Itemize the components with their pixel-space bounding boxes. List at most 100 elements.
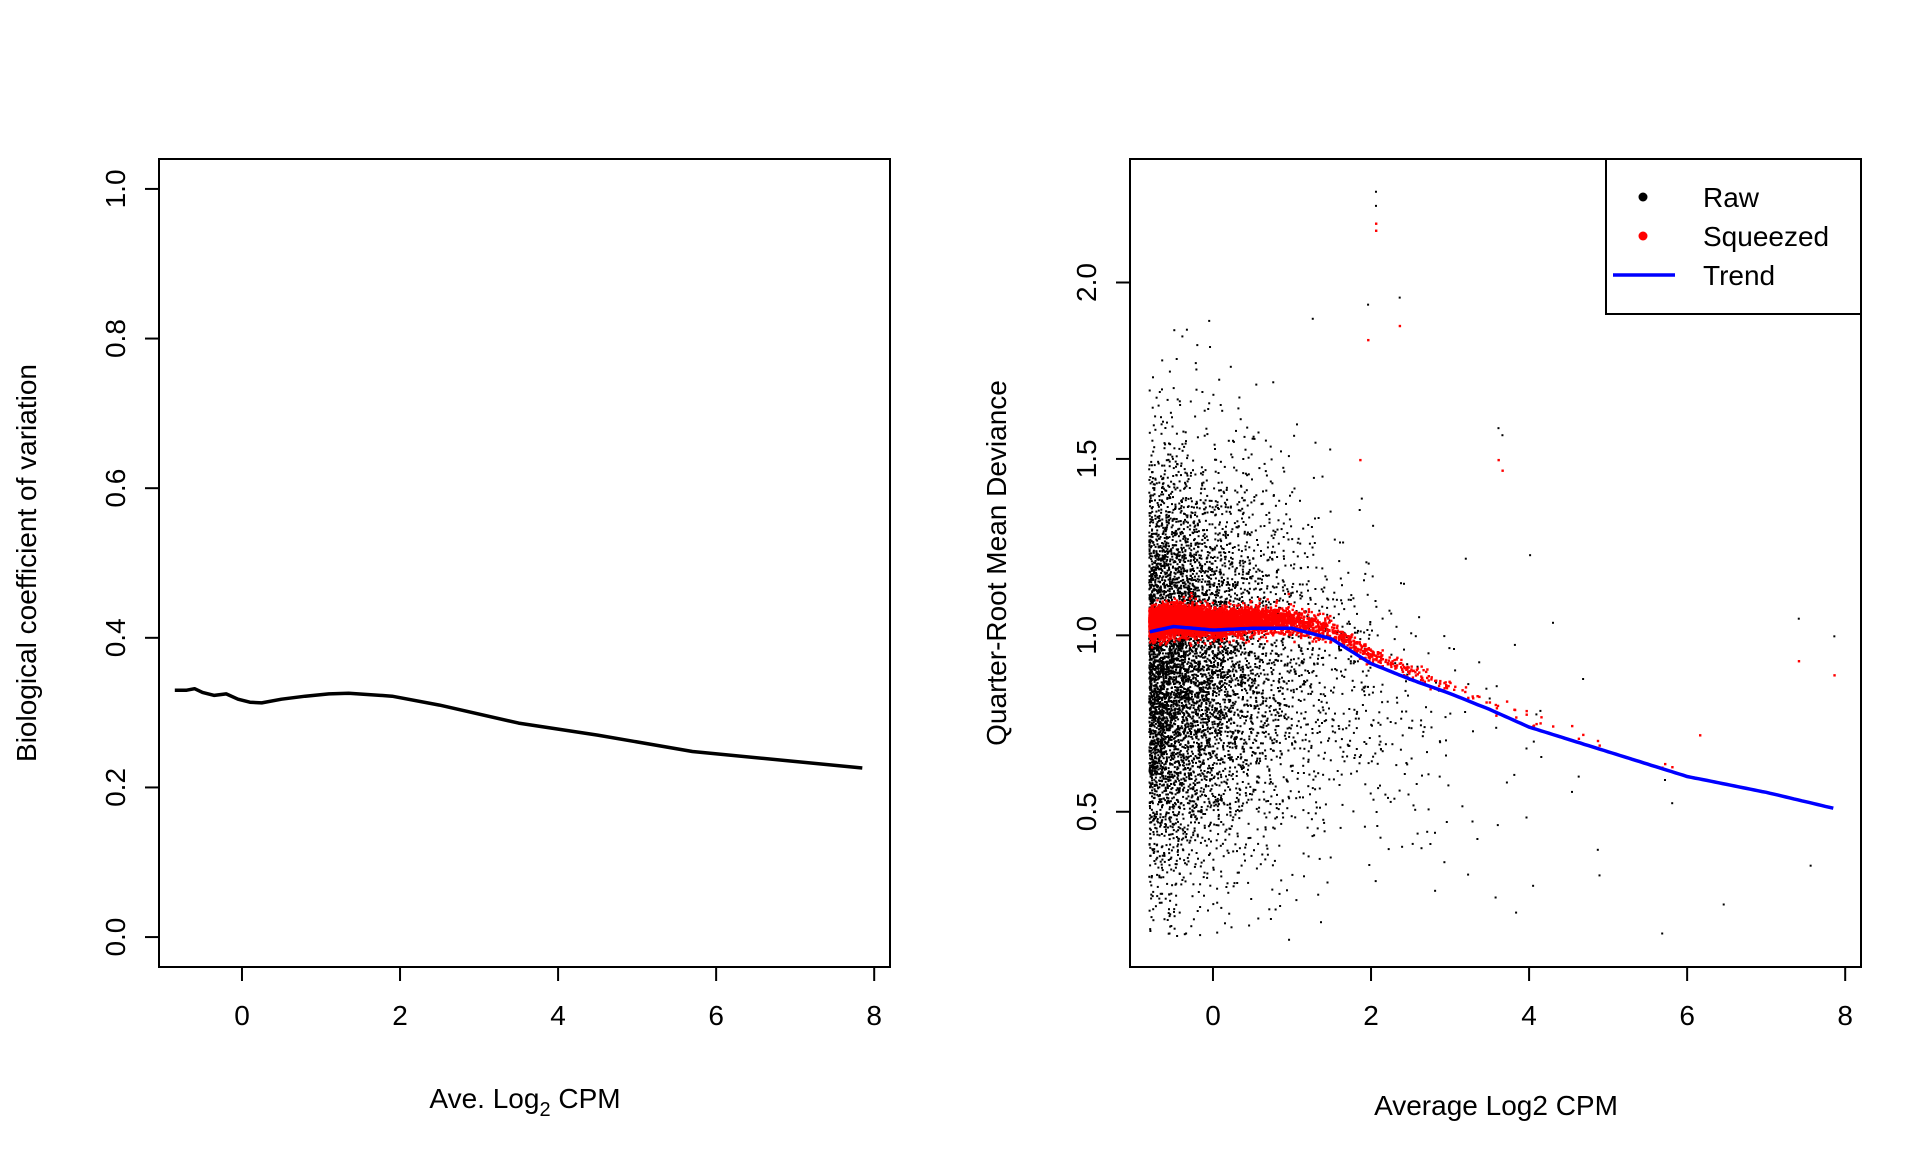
raw-point [1192, 591, 1194, 593]
raw-point [1296, 541, 1299, 544]
raw-point [1196, 798, 1199, 801]
raw-point [1224, 535, 1227, 537]
raw-point [1173, 596, 1176, 599]
raw-point [1204, 709, 1207, 712]
raw-point [1163, 583, 1166, 586]
raw-point [1361, 688, 1364, 691]
raw-point [1279, 756, 1282, 759]
raw-point [1201, 736, 1204, 739]
raw-point [1148, 749, 1151, 752]
raw-point [1186, 540, 1189, 543]
raw-point [1181, 686, 1184, 689]
raw-point [1222, 793, 1225, 795]
raw-point [1340, 738, 1343, 741]
raw-point [1168, 515, 1170, 518]
raw-point [1182, 546, 1185, 549]
raw-point [1214, 665, 1217, 668]
raw-point [1236, 649, 1239, 652]
raw-point [1355, 712, 1358, 715]
raw-point [1180, 843, 1183, 846]
raw-point [1189, 686, 1192, 689]
raw-point [1262, 604, 1265, 607]
raw-point [1234, 597, 1237, 600]
raw-point [1187, 763, 1190, 766]
raw-point [1173, 908, 1176, 911]
raw-point [1221, 513, 1224, 516]
raw-point [1177, 649, 1180, 652]
raw-point [1177, 710, 1180, 713]
raw-point [1219, 798, 1222, 801]
raw-point [1149, 791, 1152, 794]
raw-point [1262, 715, 1265, 718]
raw-point [1352, 597, 1355, 600]
raw-point [1220, 781, 1223, 784]
raw-point [1255, 807, 1258, 810]
raw-point [1168, 370, 1171, 373]
raw-point [1237, 643, 1239, 646]
raw-point [1206, 697, 1209, 700]
raw-point [1197, 724, 1199, 727]
raw-point [1226, 690, 1229, 693]
raw-point [1217, 732, 1220, 735]
raw-point [1291, 637, 1294, 639]
raw-point [1443, 861, 1446, 864]
raw-point [1366, 593, 1369, 596]
raw-point [1178, 400, 1181, 403]
raw-point [1264, 654, 1267, 657]
raw-point [1208, 739, 1211, 742]
raw-point [1235, 775, 1238, 777]
raw-point [1215, 756, 1218, 759]
raw-point [1235, 645, 1238, 648]
raw-point [1207, 580, 1209, 583]
raw-point [1151, 555, 1154, 558]
raw-point [1185, 718, 1188, 721]
raw-point [1206, 726, 1209, 729]
raw-point [1210, 713, 1213, 716]
raw-point [1172, 680, 1175, 683]
raw-point [1212, 573, 1215, 576]
raw-point [1230, 677, 1233, 680]
raw-point [1377, 787, 1380, 790]
raw-point [1199, 765, 1202, 768]
raw-point [1311, 732, 1314, 735]
raw-point [1221, 714, 1224, 716]
raw-point [1226, 731, 1229, 734]
raw-point [1485, 687, 1488, 690]
raw-point [1178, 741, 1180, 744]
raw-point [1161, 576, 1164, 579]
raw-point [1185, 691, 1188, 694]
raw-point [1184, 767, 1187, 769]
raw-point [1249, 534, 1252, 537]
raw-point [1291, 538, 1294, 541]
raw-point [1311, 647, 1314, 650]
raw-point [1224, 600, 1226, 603]
raw-point [1235, 526, 1238, 529]
raw-point [1158, 704, 1161, 707]
raw-point [1198, 730, 1201, 733]
raw-point [1166, 594, 1169, 597]
raw-point [1152, 773, 1155, 776]
raw-point [1155, 781, 1158, 784]
raw-point [1386, 700, 1389, 703]
raw-point [1204, 706, 1207, 709]
raw-point [1150, 576, 1153, 579]
raw-point [1187, 696, 1189, 699]
raw-point [1169, 548, 1172, 551]
raw-point [1172, 813, 1175, 816]
raw-point [1205, 535, 1208, 538]
raw-point [1167, 729, 1170, 732]
raw-point [1174, 585, 1177, 588]
raw-point [1174, 689, 1177, 692]
raw-point [1214, 683, 1217, 686]
raw-point [1439, 741, 1442, 744]
raw-point [1208, 319, 1211, 322]
raw-point [1203, 826, 1206, 829]
raw-point [1198, 756, 1201, 759]
raw-point [1273, 709, 1275, 712]
raw-point [1306, 566, 1309, 569]
raw-point [1213, 722, 1216, 725]
raw-point [1177, 801, 1180, 803]
raw-point [1266, 662, 1269, 665]
raw-point [1165, 811, 1168, 814]
raw-point [1174, 696, 1177, 699]
